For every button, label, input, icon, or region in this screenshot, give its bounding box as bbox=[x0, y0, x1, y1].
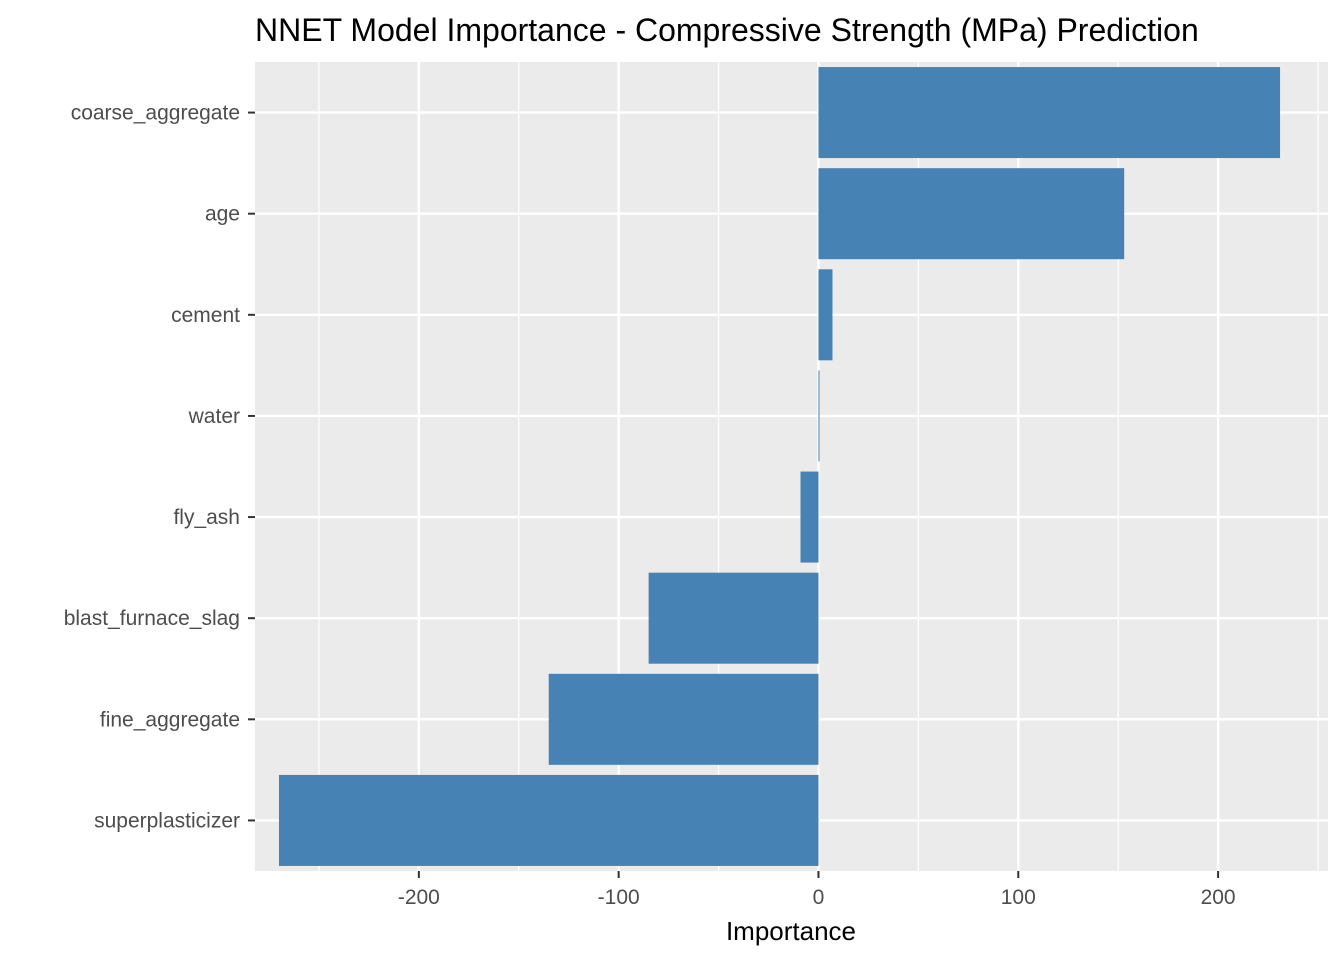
x-tick-label: 200 bbox=[1201, 886, 1236, 909]
chart-title: NNET Model Importance - Compressive Stre… bbox=[255, 12, 1199, 48]
y-tick-label: age bbox=[205, 203, 240, 226]
y-tick-label: coarse_aggregate bbox=[71, 102, 240, 125]
x-axis-title: Importance bbox=[726, 916, 856, 946]
y-tick-label: cement bbox=[171, 304, 240, 327]
x-tick-label: 100 bbox=[1001, 886, 1036, 909]
bar-age bbox=[818, 168, 1125, 260]
x-tick-label: -100 bbox=[598, 886, 640, 909]
y-tick-label: water bbox=[188, 405, 240, 428]
bar-water bbox=[818, 370, 820, 462]
y-tick-label: superplasticizer bbox=[94, 809, 240, 832]
x-axis: -200 -100 0 100 200 bbox=[398, 871, 1236, 909]
x-tick-label: 0 bbox=[813, 886, 825, 909]
bar-fine-aggregate bbox=[548, 673, 819, 765]
y-tick-label: fly_ash bbox=[173, 506, 240, 529]
bar-fly-ash bbox=[800, 471, 819, 563]
bar-superplasticizer bbox=[278, 774, 819, 866]
bar-blast-furnace-slag bbox=[648, 572, 819, 664]
bar-coarse-aggregate bbox=[818, 67, 1281, 159]
bar-cement bbox=[818, 269, 833, 361]
bars bbox=[278, 67, 1281, 866]
y-tick-label: fine_aggregate bbox=[100, 708, 240, 731]
x-tick-label: -200 bbox=[398, 886, 440, 909]
y-tick-label: blast_furnace_slag bbox=[64, 607, 240, 630]
